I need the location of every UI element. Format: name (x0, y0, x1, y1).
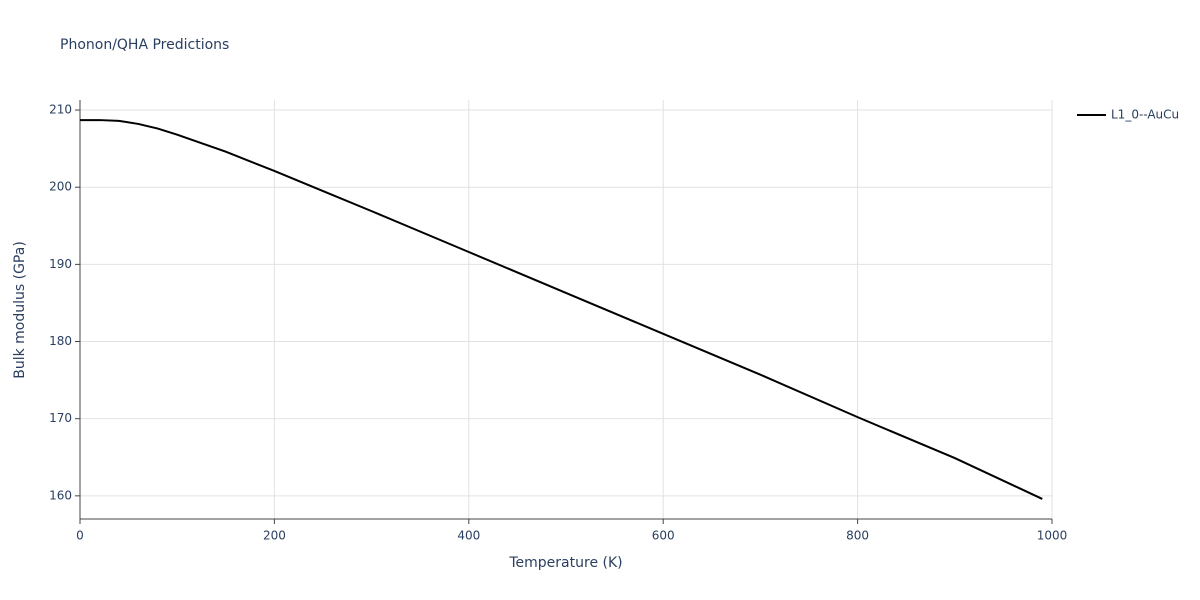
y-tick-label: 170 (49, 411, 72, 425)
x-tick-label: 800 (846, 529, 869, 543)
x-tick-label: 200 (263, 529, 286, 543)
y-tick-label: 180 (49, 334, 72, 348)
y-tick-label: 200 (49, 180, 72, 194)
x-tick-label: 0 (76, 529, 84, 543)
x-axis-title: Temperature (K) (508, 555, 622, 571)
x-tick-label: 600 (652, 529, 675, 543)
y-tick-label: 210 (49, 103, 72, 117)
x-tick-label: 400 (457, 529, 480, 543)
legend-label: L1_0--AuCu (1111, 108, 1179, 122)
y-tick-label: 160 (49, 488, 72, 502)
line (80, 119, 1043, 500)
y-axis-title: Bulk modulus (GPa) (12, 241, 28, 379)
y-tick-label: 190 (49, 257, 72, 271)
x-tick-label: 1000 (1037, 529, 1068, 543)
chart-title: Phonon/QHA Predictions (60, 37, 229, 53)
